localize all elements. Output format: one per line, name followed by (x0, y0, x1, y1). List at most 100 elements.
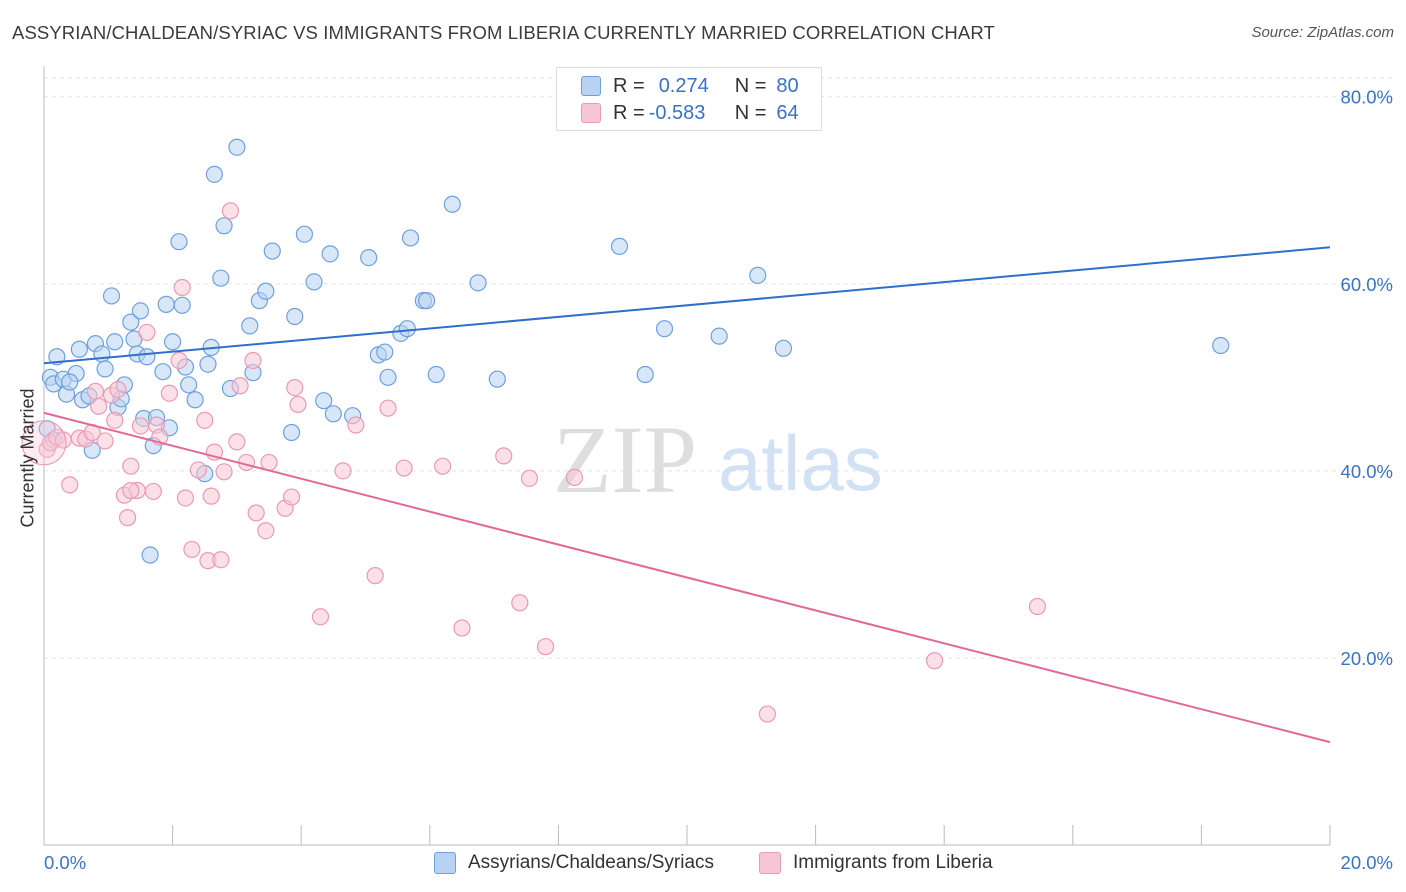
data-point-blue (257, 282, 275, 300)
data-point-pink (366, 567, 384, 585)
data-point-blue (636, 365, 654, 384)
data-point-pink (118, 509, 137, 527)
data-point-blue (173, 296, 191, 314)
data-point-cluster (21, 420, 67, 466)
data-point-pink (289, 395, 307, 414)
data-point-pink (347, 416, 365, 434)
data-point-blue (305, 273, 323, 291)
series-legend: Assyrians/Chaldeans/Syriacs Immigrants f… (0, 852, 1406, 878)
watermark: ZIP atlas (553, 406, 883, 513)
x-tick-label: 0.0% (44, 852, 86, 873)
data-point-blue (282, 423, 301, 442)
trend-line-blue (43, 246, 1331, 365)
legend-r-value: 0.274 (658, 74, 709, 97)
data-point-pink (247, 504, 265, 522)
legend-n-label: N = (734, 101, 767, 124)
data-point-pink (90, 397, 108, 415)
trend-layer (43, 246, 1331, 744)
data-point-blue (141, 546, 159, 564)
data-point-blue (102, 287, 121, 305)
legend-row-blue: R = 0.274 N = 80 (581, 73, 799, 99)
series-legend-item-liberia: Immigrants from Liberia (759, 852, 993, 874)
data-point-pink (196, 411, 214, 429)
data-point-pink (334, 462, 352, 480)
legend-row-pink: R = -0.583 N = 64 (581, 100, 799, 126)
data-point-pink (758, 705, 776, 723)
data-point-blue (186, 391, 204, 409)
data-point-blue (774, 339, 793, 357)
chart-title: ASSYRIAN/CHALDEAN/SYRIAC VS IMMIGRANTS F… (12, 22, 995, 43)
data-point-blue (427, 365, 445, 384)
data-point-pink (520, 469, 539, 487)
data-point-pink (61, 476, 79, 494)
points-layer (21, 138, 1230, 723)
data-point-pink (170, 351, 188, 370)
data-point-blue (180, 376, 198, 394)
legend-r-label: R = (613, 101, 645, 124)
data-point-pink (131, 417, 150, 435)
data-point-blue (324, 405, 342, 423)
data-point-pink (244, 351, 262, 370)
legend-swatch-pink (581, 103, 601, 123)
legend-swatch-blue (581, 76, 601, 96)
data-point-pink (202, 487, 220, 505)
data-point-blue (122, 313, 140, 331)
data-point-blue (205, 165, 223, 183)
data-point-blue (154, 363, 172, 381)
data-point-blue (228, 138, 246, 156)
tick-labels: 20.0% 40.0% 60.0% 80.0% 0.0% 20.0% (44, 87, 1393, 873)
data-point-pink (1028, 597, 1047, 616)
data-point-blue (131, 302, 150, 320)
series-legend-label: Assyrians/Chaldeans/Syriacs (468, 852, 715, 873)
y-axis-label: Currently Married (17, 388, 38, 528)
data-point-blue (96, 360, 114, 378)
data-point-blue (286, 307, 304, 326)
data-point-blue (655, 320, 674, 338)
data-point-blue (488, 370, 506, 388)
data-point-pink (286, 379, 304, 397)
data-point-pink (231, 377, 249, 395)
source-credit: Source: ZipAtlas.com (1251, 24, 1394, 41)
y-tick-label: 80.0% (1341, 87, 1393, 108)
data-point-pink (106, 411, 124, 429)
watermark-atlas: atlas (718, 419, 883, 507)
data-point-blue (610, 237, 629, 255)
data-point-pink (86, 382, 105, 400)
data-point-blue (215, 217, 233, 235)
series-legend-label: Immigrants from Liberia (793, 852, 993, 873)
data-point-blue (106, 333, 124, 351)
data-point-blue (70, 340, 88, 358)
x-tick-label: 20.0% (1341, 852, 1393, 873)
correlation-legend: R = 0.274 N = 80 R = -0.583 N = 64 (556, 67, 822, 131)
data-point-blue (749, 266, 767, 284)
data-point-pink (160, 384, 178, 402)
data-point-blue (138, 348, 156, 366)
trend-line-pink (43, 411, 1331, 744)
data-point-blue (212, 269, 230, 287)
data-point-blue (710, 327, 728, 345)
data-point-blue (379, 368, 397, 386)
data-point-blue (48, 348, 66, 366)
data-point-pink (138, 323, 156, 342)
series-swatch-blue (434, 852, 456, 874)
data-point-pink (144, 482, 162, 501)
data-point-pink (495, 447, 513, 465)
data-point-blue (199, 355, 217, 373)
series-swatch-pink (759, 852, 781, 874)
data-point-blue (157, 295, 175, 313)
data-point-pink (282, 488, 301, 506)
data-point-pink (453, 619, 471, 637)
watermark-zip: ZIP (553, 406, 697, 513)
data-point-blue (170, 233, 188, 251)
data-point-pink (96, 432, 114, 450)
data-point-pink (221, 202, 240, 220)
y-tick-label: 60.0% (1341, 274, 1393, 295)
legend-n-value: 64 (776, 101, 799, 124)
data-point-pink (189, 461, 207, 479)
data-point-pink (925, 652, 944, 670)
data-point-blue (263, 242, 281, 260)
data-point-blue (398, 320, 416, 338)
y-tick-label: 20.0% (1341, 648, 1393, 669)
data-point-blue (469, 274, 487, 292)
